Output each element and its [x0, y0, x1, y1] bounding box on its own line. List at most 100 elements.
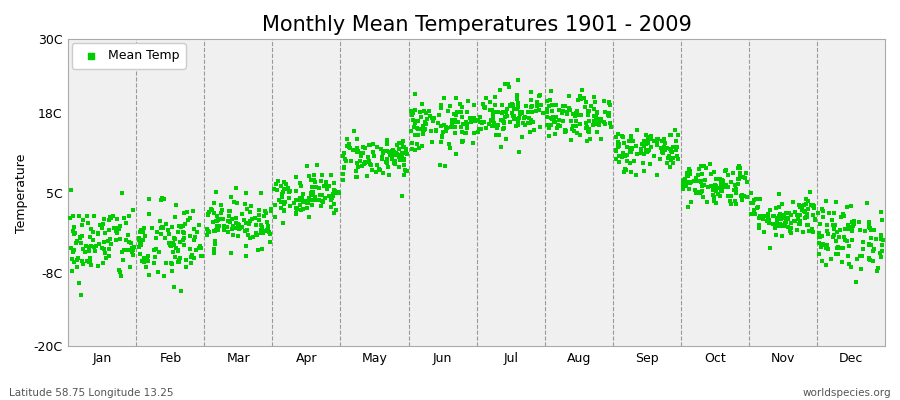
Text: worldspecies.org: worldspecies.org — [803, 388, 891, 398]
Point — [342, 143, 356, 150]
Point — [734, 165, 748, 172]
Point — [540, 122, 554, 128]
Point — [142, 211, 157, 217]
Point — [772, 213, 787, 219]
Point — [242, 221, 256, 227]
Point — [70, 264, 85, 270]
Point — [169, 245, 184, 251]
Point — [200, 226, 214, 232]
Point — [727, 187, 742, 194]
Point — [784, 220, 798, 226]
Point — [540, 114, 554, 120]
Point — [136, 237, 150, 243]
Point — [411, 126, 426, 132]
Point — [847, 218, 861, 224]
Point — [639, 149, 653, 155]
Point — [827, 226, 842, 232]
Point — [517, 120, 531, 126]
Point — [392, 154, 406, 160]
Point — [731, 165, 745, 171]
Point — [812, 240, 826, 246]
Point — [362, 158, 376, 164]
Point — [502, 84, 517, 90]
Point — [519, 102, 534, 109]
Point — [350, 136, 365, 142]
Point — [443, 145, 457, 151]
Point — [194, 253, 208, 259]
Point — [663, 146, 678, 153]
Point — [364, 162, 378, 168]
Point — [445, 122, 459, 129]
Point — [668, 127, 682, 133]
Point — [116, 257, 130, 264]
Point — [289, 174, 303, 181]
Point — [715, 177, 729, 184]
Point — [246, 234, 260, 241]
Point — [617, 152, 632, 159]
Point — [409, 118, 423, 124]
Point — [367, 153, 382, 160]
Point — [103, 236, 117, 242]
Point — [620, 152, 634, 159]
Point — [611, 142, 625, 149]
Point — [842, 224, 857, 230]
Point — [708, 183, 723, 189]
Point — [342, 141, 356, 148]
Point — [385, 148, 400, 154]
Point — [524, 88, 538, 95]
Point — [183, 246, 197, 253]
Point — [662, 164, 677, 170]
Point — [833, 245, 848, 252]
Point — [850, 256, 864, 262]
Point — [353, 158, 367, 164]
Point — [459, 130, 473, 136]
Point — [380, 137, 394, 144]
Point — [68, 240, 83, 247]
Point — [716, 184, 730, 190]
Point — [292, 179, 307, 186]
Point — [611, 139, 625, 145]
Point — [564, 125, 579, 132]
Point — [254, 230, 268, 237]
Point — [417, 127, 431, 133]
Point — [317, 183, 331, 189]
Point — [112, 236, 127, 242]
Point — [439, 124, 454, 131]
Point — [396, 172, 410, 178]
Point — [392, 140, 407, 146]
Point — [475, 100, 490, 107]
Point — [842, 226, 856, 232]
Point — [693, 179, 707, 185]
Point — [228, 224, 242, 231]
Point — [790, 212, 805, 218]
Point — [426, 118, 440, 124]
Point — [238, 200, 252, 207]
Point — [729, 201, 743, 208]
Point — [497, 125, 511, 131]
Point — [664, 147, 679, 154]
Point — [375, 170, 390, 176]
Point — [845, 228, 859, 234]
Point — [121, 247, 135, 254]
Point — [195, 252, 210, 259]
Point — [525, 103, 539, 109]
Point — [320, 186, 335, 192]
Point — [264, 206, 278, 213]
Point — [580, 108, 595, 114]
Point — [791, 216, 806, 222]
Point — [276, 186, 291, 192]
Point — [95, 221, 110, 227]
Point — [860, 200, 874, 206]
Point — [269, 180, 284, 187]
Point — [326, 191, 340, 198]
Point — [304, 177, 319, 183]
Point — [662, 153, 676, 159]
Point — [326, 193, 340, 199]
Point — [316, 199, 330, 205]
Point — [215, 216, 230, 222]
Point — [90, 230, 104, 236]
Point — [454, 104, 469, 110]
Point — [777, 212, 791, 219]
Point — [440, 124, 454, 131]
Point — [510, 92, 525, 98]
